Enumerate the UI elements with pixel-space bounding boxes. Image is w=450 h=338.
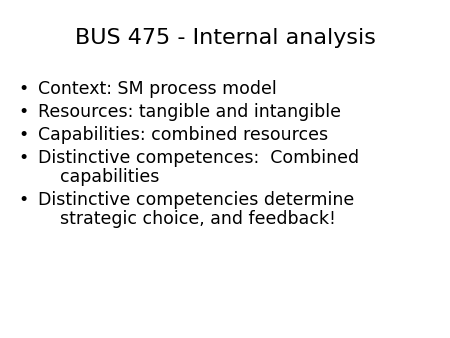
- Text: Resources: tangible and intangible: Resources: tangible and intangible: [38, 103, 341, 121]
- Text: strategic choice, and feedback!: strategic choice, and feedback!: [38, 210, 336, 228]
- Text: capabilities: capabilities: [38, 168, 159, 186]
- Text: Distinctive competences:  Combined: Distinctive competences: Combined: [38, 149, 359, 167]
- Text: •: •: [18, 149, 28, 167]
- Text: •: •: [18, 191, 28, 209]
- Text: Context: SM process model: Context: SM process model: [38, 80, 277, 98]
- Text: •: •: [18, 126, 28, 144]
- Text: •: •: [18, 103, 28, 121]
- Text: •: •: [18, 80, 28, 98]
- Text: BUS 475 - Internal analysis: BUS 475 - Internal analysis: [75, 28, 375, 48]
- Text: Distinctive competencies determine: Distinctive competencies determine: [38, 191, 354, 209]
- Text: Capabilities: combined resources: Capabilities: combined resources: [38, 126, 328, 144]
